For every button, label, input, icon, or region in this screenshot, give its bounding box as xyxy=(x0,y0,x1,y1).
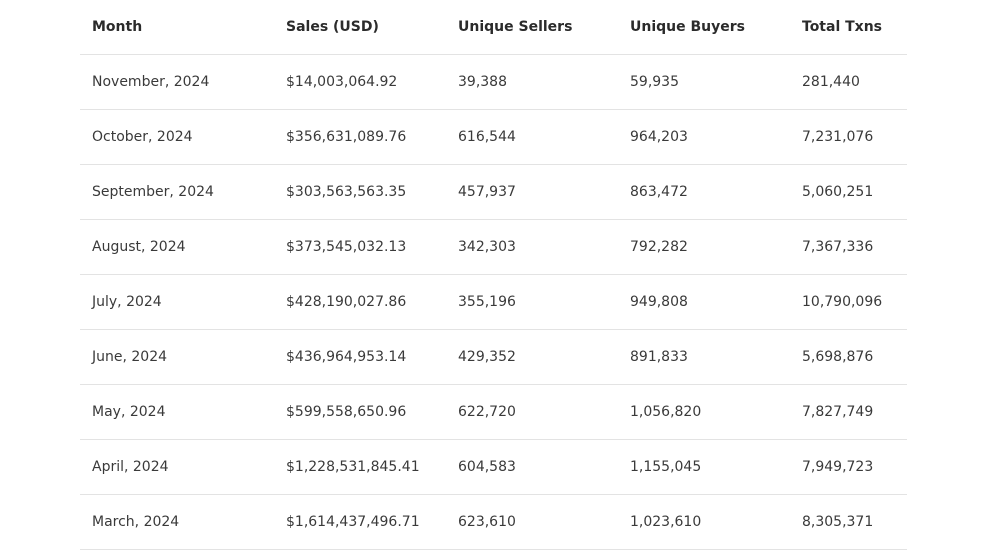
cell-total-txns: 7,827,749 xyxy=(790,384,907,440)
cell-month: August, 2024 xyxy=(80,219,274,275)
cell-month: October, 2024 xyxy=(80,109,274,165)
table-row: May, 2024 $599,558,650.96 622,720 1,056,… xyxy=(80,384,907,440)
table-body: November, 2024 $14,003,064.92 39,388 59,… xyxy=(80,54,907,550)
cell-total-txns: 7,367,336 xyxy=(790,219,907,275)
cell-sales-usd: $356,631,089.76 xyxy=(274,109,446,165)
cell-month: July, 2024 xyxy=(80,274,274,330)
table-row: March, 2024 $1,614,437,496.71 623,610 1,… xyxy=(80,494,907,550)
cell-total-txns: 281,440 xyxy=(790,54,907,110)
table-row: October, 2024 $356,631,089.76 616,544 96… xyxy=(80,109,907,165)
cell-sales-usd: $428,190,027.86 xyxy=(274,274,446,330)
cell-unique-buyers: 59,935 xyxy=(618,54,790,110)
cell-unique-buyers: 1,023,610 xyxy=(618,494,790,550)
cell-sales-usd: $1,228,531,845.41 xyxy=(274,439,446,495)
cell-month: June, 2024 xyxy=(80,329,274,385)
cell-total-txns: 8,305,371 xyxy=(790,494,907,550)
table-row: November, 2024 $14,003,064.92 39,388 59,… xyxy=(80,54,907,110)
header-unique-buyers: Unique Buyers xyxy=(618,0,790,55)
cell-unique-sellers: 622,720 xyxy=(446,384,618,440)
sales-table-container: Month Sales (USD) Unique Sellers Unique … xyxy=(80,0,907,550)
monthly-sales-table: Month Sales (USD) Unique Sellers Unique … xyxy=(80,0,907,550)
table-row: September, 2024 $303,563,563.35 457,937 … xyxy=(80,164,907,220)
header-month: Month xyxy=(80,0,274,55)
cell-sales-usd: $1,614,437,496.71 xyxy=(274,494,446,550)
cell-unique-sellers: 457,937 xyxy=(446,164,618,220)
cell-unique-sellers: 39,388 xyxy=(446,54,618,110)
table-row: June, 2024 $436,964,953.14 429,352 891,8… xyxy=(80,329,907,385)
cell-total-txns: 5,060,251 xyxy=(790,164,907,220)
cell-total-txns: 10,790,096 xyxy=(790,274,907,330)
table-header: Month Sales (USD) Unique Sellers Unique … xyxy=(80,0,907,55)
cell-total-txns: 7,231,076 xyxy=(790,109,907,165)
table-row: July, 2024 $428,190,027.86 355,196 949,8… xyxy=(80,274,907,330)
header-total-txns: Total Txns xyxy=(790,0,907,55)
cell-unique-buyers: 891,833 xyxy=(618,329,790,385)
table-row: April, 2024 $1,228,531,845.41 604,583 1,… xyxy=(80,439,907,495)
cell-unique-buyers: 949,808 xyxy=(618,274,790,330)
cell-month: April, 2024 xyxy=(80,439,274,495)
cell-total-txns: 5,698,876 xyxy=(790,329,907,385)
cell-total-txns: 7,949,723 xyxy=(790,439,907,495)
cell-month: September, 2024 xyxy=(80,164,274,220)
header-row: Month Sales (USD) Unique Sellers Unique … xyxy=(80,0,907,55)
header-unique-sellers: Unique Sellers xyxy=(446,0,618,55)
cell-sales-usd: $14,003,064.92 xyxy=(274,54,446,110)
table-row: August, 2024 $373,545,032.13 342,303 792… xyxy=(80,219,907,275)
cell-unique-buyers: 1,155,045 xyxy=(618,439,790,495)
cell-sales-usd: $303,563,563.35 xyxy=(274,164,446,220)
cell-sales-usd: $436,964,953.14 xyxy=(274,329,446,385)
header-sales-usd: Sales (USD) xyxy=(274,0,446,55)
cell-unique-buyers: 863,472 xyxy=(618,164,790,220)
cell-unique-buyers: 964,203 xyxy=(618,109,790,165)
cell-unique-sellers: 342,303 xyxy=(446,219,618,275)
cell-sales-usd: $373,545,032.13 xyxy=(274,219,446,275)
cell-unique-sellers: 429,352 xyxy=(446,329,618,385)
cell-unique-buyers: 792,282 xyxy=(618,219,790,275)
cell-unique-sellers: 604,583 xyxy=(446,439,618,495)
cell-month: November, 2024 xyxy=(80,54,274,110)
cell-sales-usd: $599,558,650.96 xyxy=(274,384,446,440)
cell-month: May, 2024 xyxy=(80,384,274,440)
cell-month: March, 2024 xyxy=(80,494,274,550)
cell-unique-sellers: 355,196 xyxy=(446,274,618,330)
cell-unique-sellers: 623,610 xyxy=(446,494,618,550)
cell-unique-buyers: 1,056,820 xyxy=(618,384,790,440)
cell-unique-sellers: 616,544 xyxy=(446,109,618,165)
